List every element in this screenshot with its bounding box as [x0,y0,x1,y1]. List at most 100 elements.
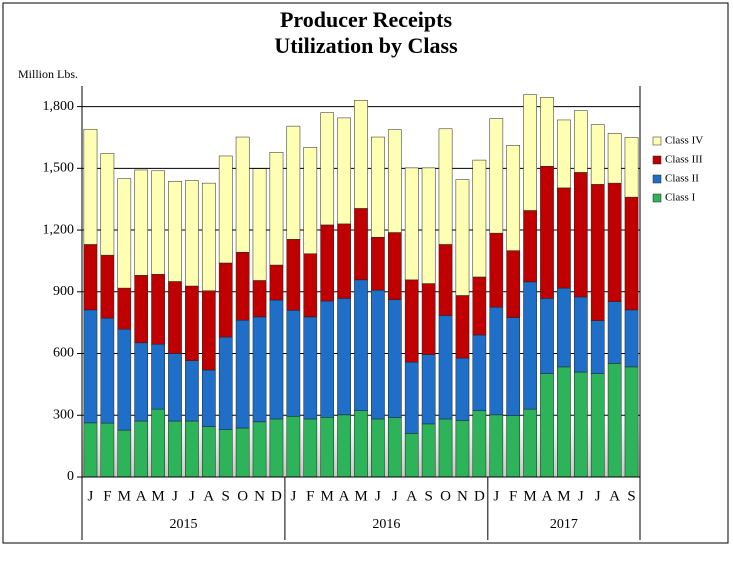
bar-segment [83,422,98,478]
bar-segment [100,254,115,319]
bar-segment [201,182,216,292]
y-axis-label: Million Lbs. [18,67,78,81]
bar-segment [371,136,385,238]
bar-segment [269,299,284,420]
bar-segment [438,418,453,478]
bar-segment [235,319,250,429]
bar-segment [286,416,301,478]
bar-segment [506,250,521,318]
bar-segment [185,180,199,287]
bar-segment [573,172,588,298]
bar-segment [573,371,588,478]
bar-segment [557,287,571,368]
bar-segment [573,110,588,173]
bar-segment [252,280,267,318]
bar-segment [489,118,504,234]
bar-segment [590,320,605,374]
bar-segment [371,418,385,478]
legend-label: Class I [665,192,696,204]
bar-segment [151,344,165,410]
bar-segment [404,167,419,281]
bar-segment [320,300,335,418]
bar-segment [354,100,368,209]
x-tick-label: M [523,488,536,504]
bar-segment [472,334,487,411]
bar-segment [337,223,351,299]
bar-segment [523,210,537,283]
x-tick-label: S [222,488,230,504]
x-tick-label: M [118,488,131,504]
bar-segment [134,342,149,422]
x-tick-label: A [203,488,214,504]
x-tick-label: F [306,488,314,504]
x-tick-label: D [474,488,485,504]
bar-segment [387,299,402,418]
bar-segment [168,281,182,354]
bar-segment [134,275,149,344]
bar-segment [523,408,537,478]
bar-segment [151,274,165,345]
bar-segment [303,147,318,254]
bar-segment [354,208,368,281]
bar-segment [134,169,149,276]
y-tick-label: 600 [53,346,74,361]
bar-segment [218,429,233,478]
bar-segment [337,298,351,416]
x-tick-label: S [424,488,432,504]
bar-segment [286,125,301,240]
bar-segment [506,317,521,416]
bar-segment [269,152,284,266]
y-tick-label: 1,200 [43,222,75,237]
legend-swatch [652,193,662,203]
bars [83,94,639,478]
bar-segment [252,316,267,423]
x-tick-label: N [457,488,468,504]
legend-label: Class III [665,154,703,166]
x-tick-label: A [136,488,147,504]
y-tick-label: 900 [53,284,74,299]
y-tick-label: 1,800 [43,99,75,114]
legend: Class IV Class III Class II Class I [652,135,703,204]
bar-segment [117,328,132,431]
x-tick-label: F [509,488,517,504]
bar-segment [185,420,199,478]
bar-segment [151,170,165,275]
x-tick-label: J [88,488,94,504]
bar-segment [269,418,284,478]
x-tick-label: M [151,488,164,504]
bar-segment [540,97,554,167]
legend-swatch [652,155,662,165]
bar-segment [168,420,182,478]
bar-segment [100,317,115,424]
bar-segment [201,369,216,427]
bar-segment [421,423,436,478]
bar-segment [506,145,521,251]
bar-segment [371,237,385,291]
bar-segment [624,137,639,198]
x-tick-label: J [290,488,296,504]
legend-swatch [652,136,662,146]
x-group-label: 2017 [550,517,578,532]
bar-segment [523,281,537,410]
bar-segment [354,279,368,411]
x-tick-label: M [321,488,334,504]
x-tick-label: O [440,488,451,504]
bar-segment [573,296,588,373]
bar-segment [590,373,605,478]
bar-segment [337,414,351,478]
bar-segment [489,414,504,478]
bar-segment [235,136,250,253]
bar-segment [557,187,571,289]
bar-segment [218,262,233,338]
bar-segment [607,363,622,478]
bar-segment [320,417,335,478]
chart-subtitle: Utilization by Class [274,33,458,58]
bar-segment [455,179,470,296]
bar-segment [83,309,98,424]
bar-segment [624,366,639,478]
bar-segment [472,276,487,336]
bar-segment [455,420,470,478]
bar-segment [286,239,301,311]
